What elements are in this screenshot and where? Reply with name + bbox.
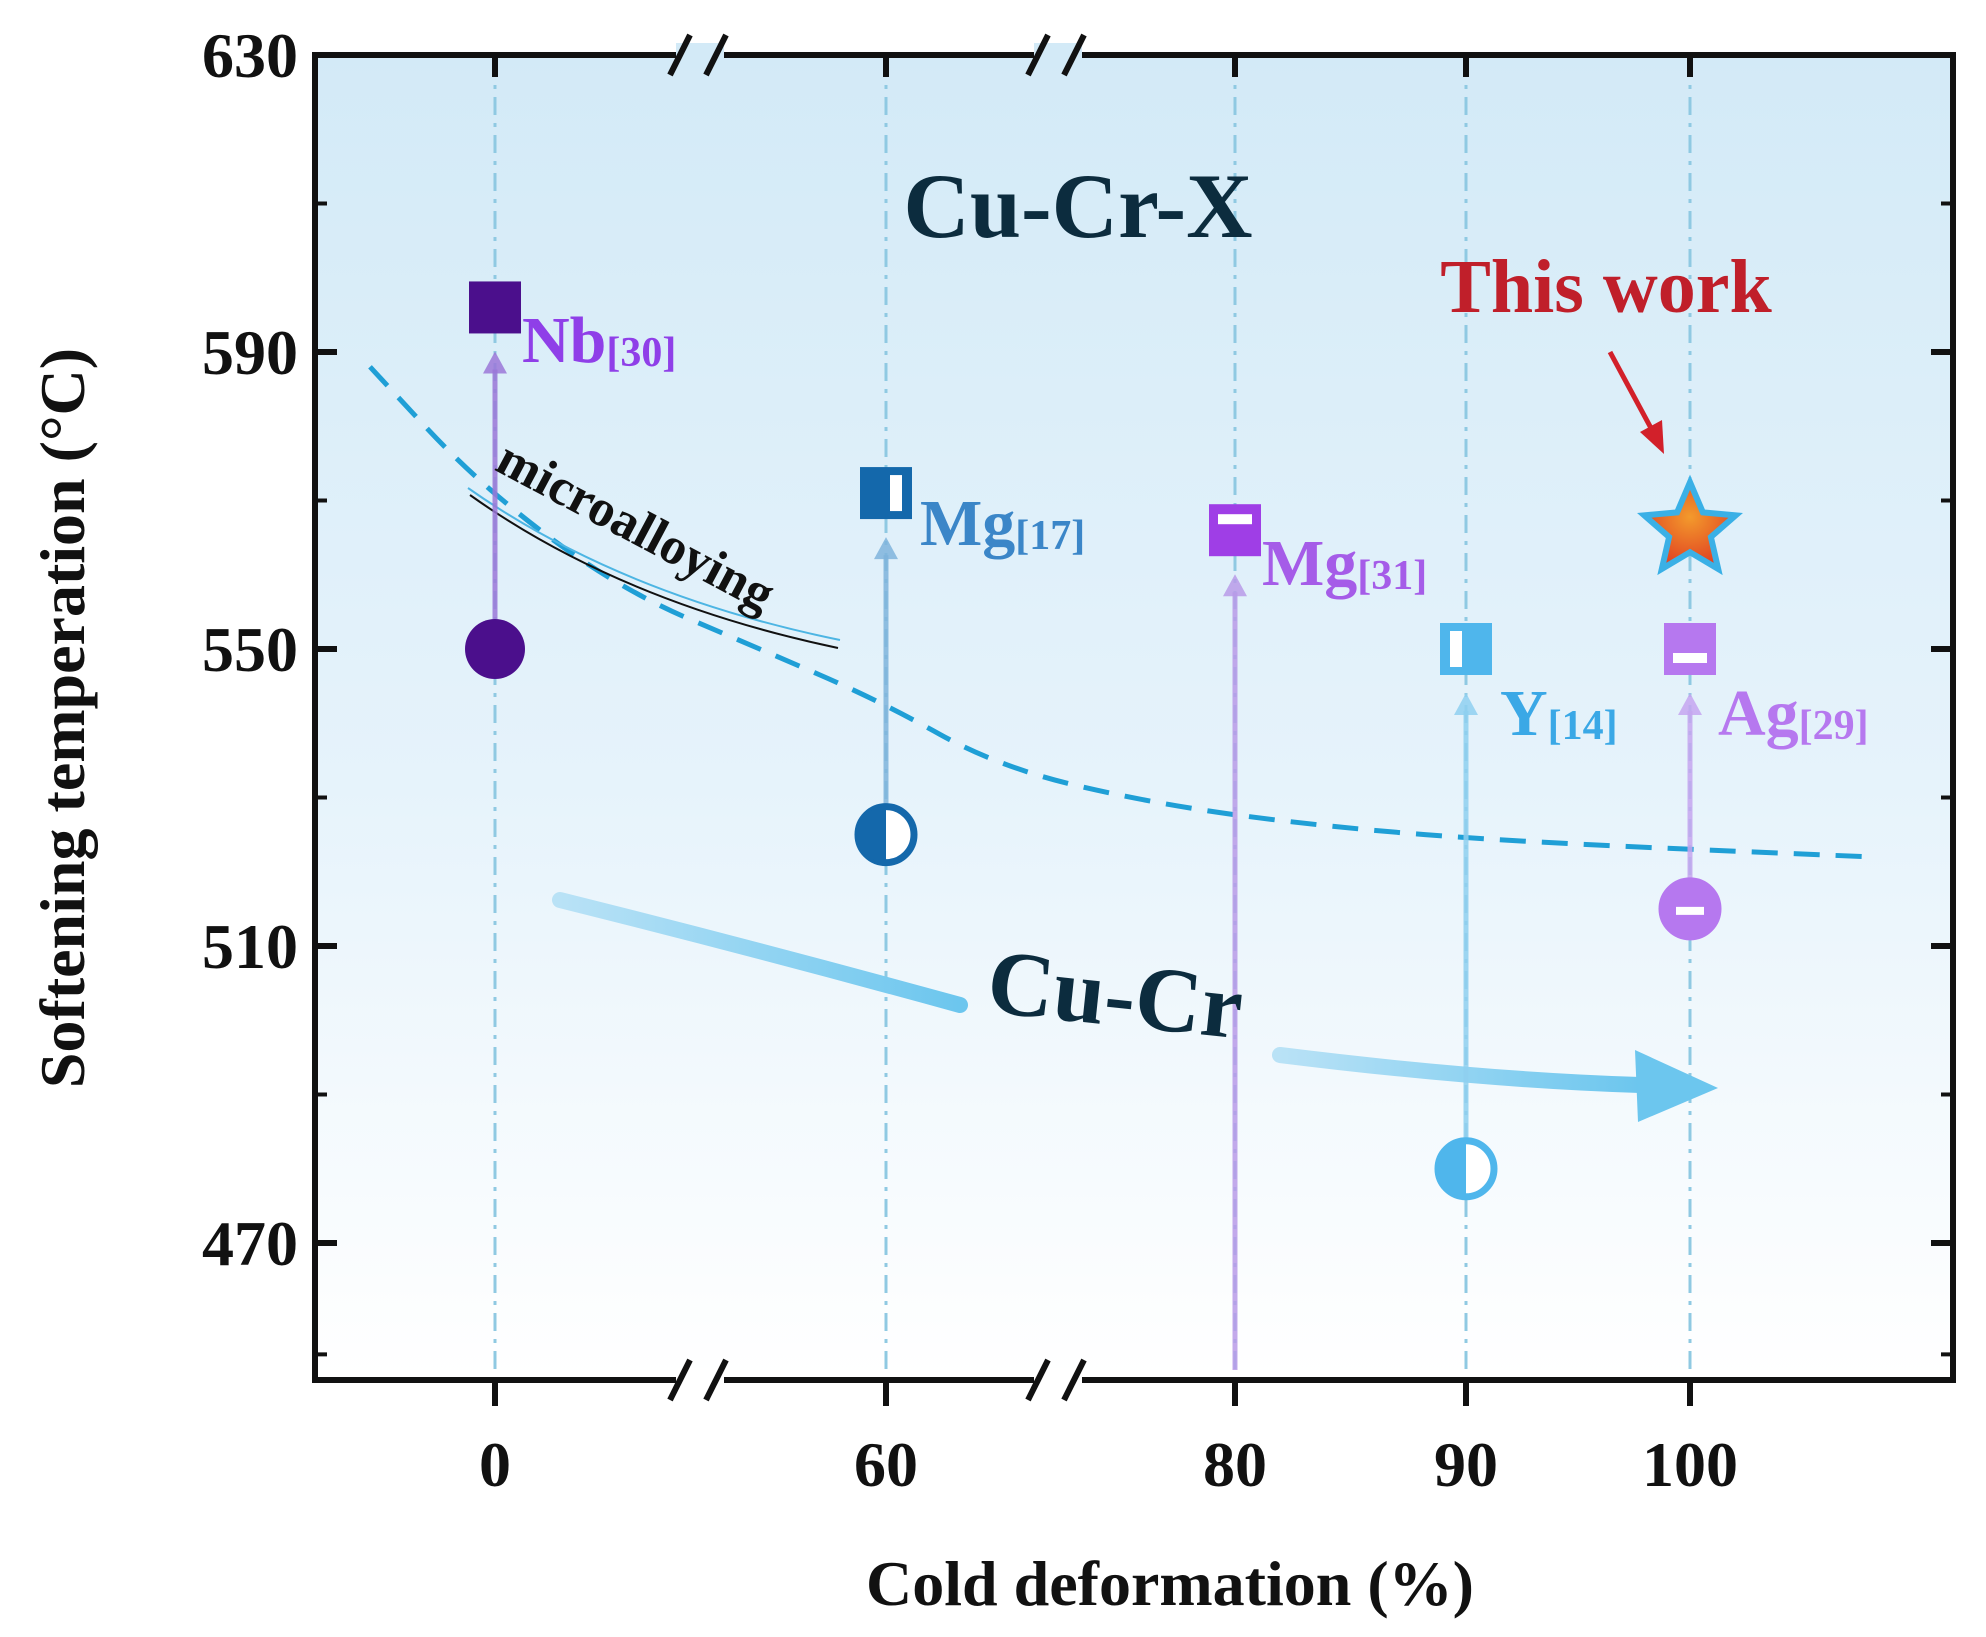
improvement-arrowhead-4 <box>1678 693 1702 715</box>
marker-cu-cr-ag-29-fill <box>1673 653 1707 663</box>
axis-break-mark-a-1-0 <box>1025 33 1051 77</box>
point-label-3: Y[14] <box>1500 677 1618 750</box>
cucr-arrow-head <box>1635 1050 1718 1122</box>
marker-this-work <box>1637 474 1743 576</box>
y-tick-label-550: 550 <box>202 614 298 685</box>
marker-cu-cr-ag-29-outline <box>1664 623 1716 675</box>
cucr-arrow-part1 <box>552 892 968 1013</box>
this-work-arrow <box>1607 350 1655 432</box>
point-label-2-ref: [31] <box>1357 553 1427 599</box>
axis-break-mark-a-1-1 <box>1025 1358 1051 1402</box>
marker-cu-cr-y-14-base <box>1434 1137 1498 1201</box>
y-tick-label-510: 510 <box>202 911 298 982</box>
axis-break-mark-b-1-0 <box>1061 33 1087 77</box>
this-work-arrowhead <box>1640 420 1664 454</box>
marker-cu-cr-mg-31-outline <box>1209 504 1261 557</box>
y-tick-label-630: 630 <box>202 20 298 91</box>
marker-cu-cr-y-14-fill <box>1450 631 1462 667</box>
point-label-2-element: Mg <box>1262 527 1357 600</box>
marker-cu-cr-mg-17-outline <box>860 467 912 520</box>
marker-cu-cr-mg-17-base <box>854 803 918 867</box>
marker-cu-cr-mg-31-fill <box>1218 514 1252 525</box>
marker-cu-cr-nb-30-base-shape <box>465 619 525 679</box>
marker-cu-cr-ag-29-base-fill <box>1676 906 1704 915</box>
group-title: Cu-Cr-X <box>903 155 1252 257</box>
marker-cu-cr-y-14-base-fill <box>1438 1140 1466 1197</box>
plot-background <box>315 55 1953 1380</box>
marker-cu-cr-y-14-outline <box>1440 623 1492 675</box>
marker-cu-cr-mg-17 <box>860 467 912 520</box>
x-tick-label-80: 80 <box>1203 1429 1267 1500</box>
axis-break-mark-a-0-1 <box>667 1358 693 1402</box>
trend-dashed-line <box>368 365 1871 860</box>
marker-cu-cr-mg-17-base-fill <box>858 806 886 863</box>
cucr-arrow-part2 <box>1272 1047 1648 1093</box>
point-label-0-ref: [30] <box>606 330 676 376</box>
axis-break-mark-b-1-1 <box>1061 1358 1087 1402</box>
x-tick-label-60: 60 <box>854 1429 918 1500</box>
improvement-arrowhead-1 <box>874 537 898 560</box>
point-label-1: Mg[17] <box>920 487 1085 560</box>
point-label-2: Mg[31] <box>1262 527 1427 600</box>
axis-break-mark-b-0-0 <box>703 33 729 77</box>
microalloying-underline <box>467 487 841 641</box>
microalloying-arrows <box>483 350 1702 1370</box>
marker-cu-cr-mg-17-fill <box>890 475 902 512</box>
point-label-4: Ag[29] <box>1718 677 1869 750</box>
marker-cu-cr-ag-29-base <box>1658 877 1722 941</box>
y-tick-label-470: 470 <box>202 1208 298 1279</box>
marker-cu-cr-ag-29 <box>1664 623 1716 675</box>
axes: 630 590 550 510 470 0 60 80 90 100 <box>202 20 1953 1500</box>
improvement-arrowhead-2 <box>1223 574 1247 597</box>
point-label-4-ref: [29] <box>1799 703 1869 749</box>
x-axis-title: Cold deformation (%) <box>866 1548 1474 1619</box>
improvement-arrowhead-3 <box>1454 693 1478 715</box>
y-tick-label-590: 590 <box>202 317 298 388</box>
this-work-label: This work <box>1440 245 1772 329</box>
axis-break-mark-a-0-0 <box>667 33 693 77</box>
point-label-3-element: Y <box>1500 677 1548 750</box>
y-axis-title: Softening temperation (°C) <box>27 348 98 1088</box>
point-label-0: Nb[30] <box>522 304 676 377</box>
point-label-0-element: Nb <box>522 304 606 377</box>
point-labels: Nb[30]Mg[17] Mg[31]Y[14] Ag[29] <box>522 304 1869 750</box>
this-work-star-icon <box>1637 474 1743 576</box>
trend-layer <box>368 365 1871 1122</box>
marker-cu-cr-nb-30-shape <box>469 281 521 334</box>
marker-cu-cr-nb-30-base <box>465 619 525 679</box>
marker-cu-cr-nb-30 <box>469 281 521 334</box>
x-tick-label-100: 100 <box>1642 1429 1738 1500</box>
x-tick-label-0: 0 <box>479 1429 511 1500</box>
marker-cu-cr-y-14 <box>1440 623 1492 675</box>
axis-break-mark-b-0-1 <box>703 1358 729 1402</box>
microalloying-underline-dark <box>469 494 839 649</box>
point-label-4-element: Ag <box>1718 677 1799 750</box>
marker-cu-cr-mg-31 <box>1209 504 1261 557</box>
improvement-arrowhead-0 <box>483 351 507 374</box>
point-label-3-ref: [14] <box>1548 703 1618 749</box>
x-tick-label-90: 90 <box>1434 1429 1498 1500</box>
plot-frame <box>312 52 1956 1383</box>
data-markers <box>465 281 1743 1201</box>
point-label-1-ref: [17] <box>1015 513 1085 559</box>
point-label-1-element: Mg <box>920 487 1015 560</box>
